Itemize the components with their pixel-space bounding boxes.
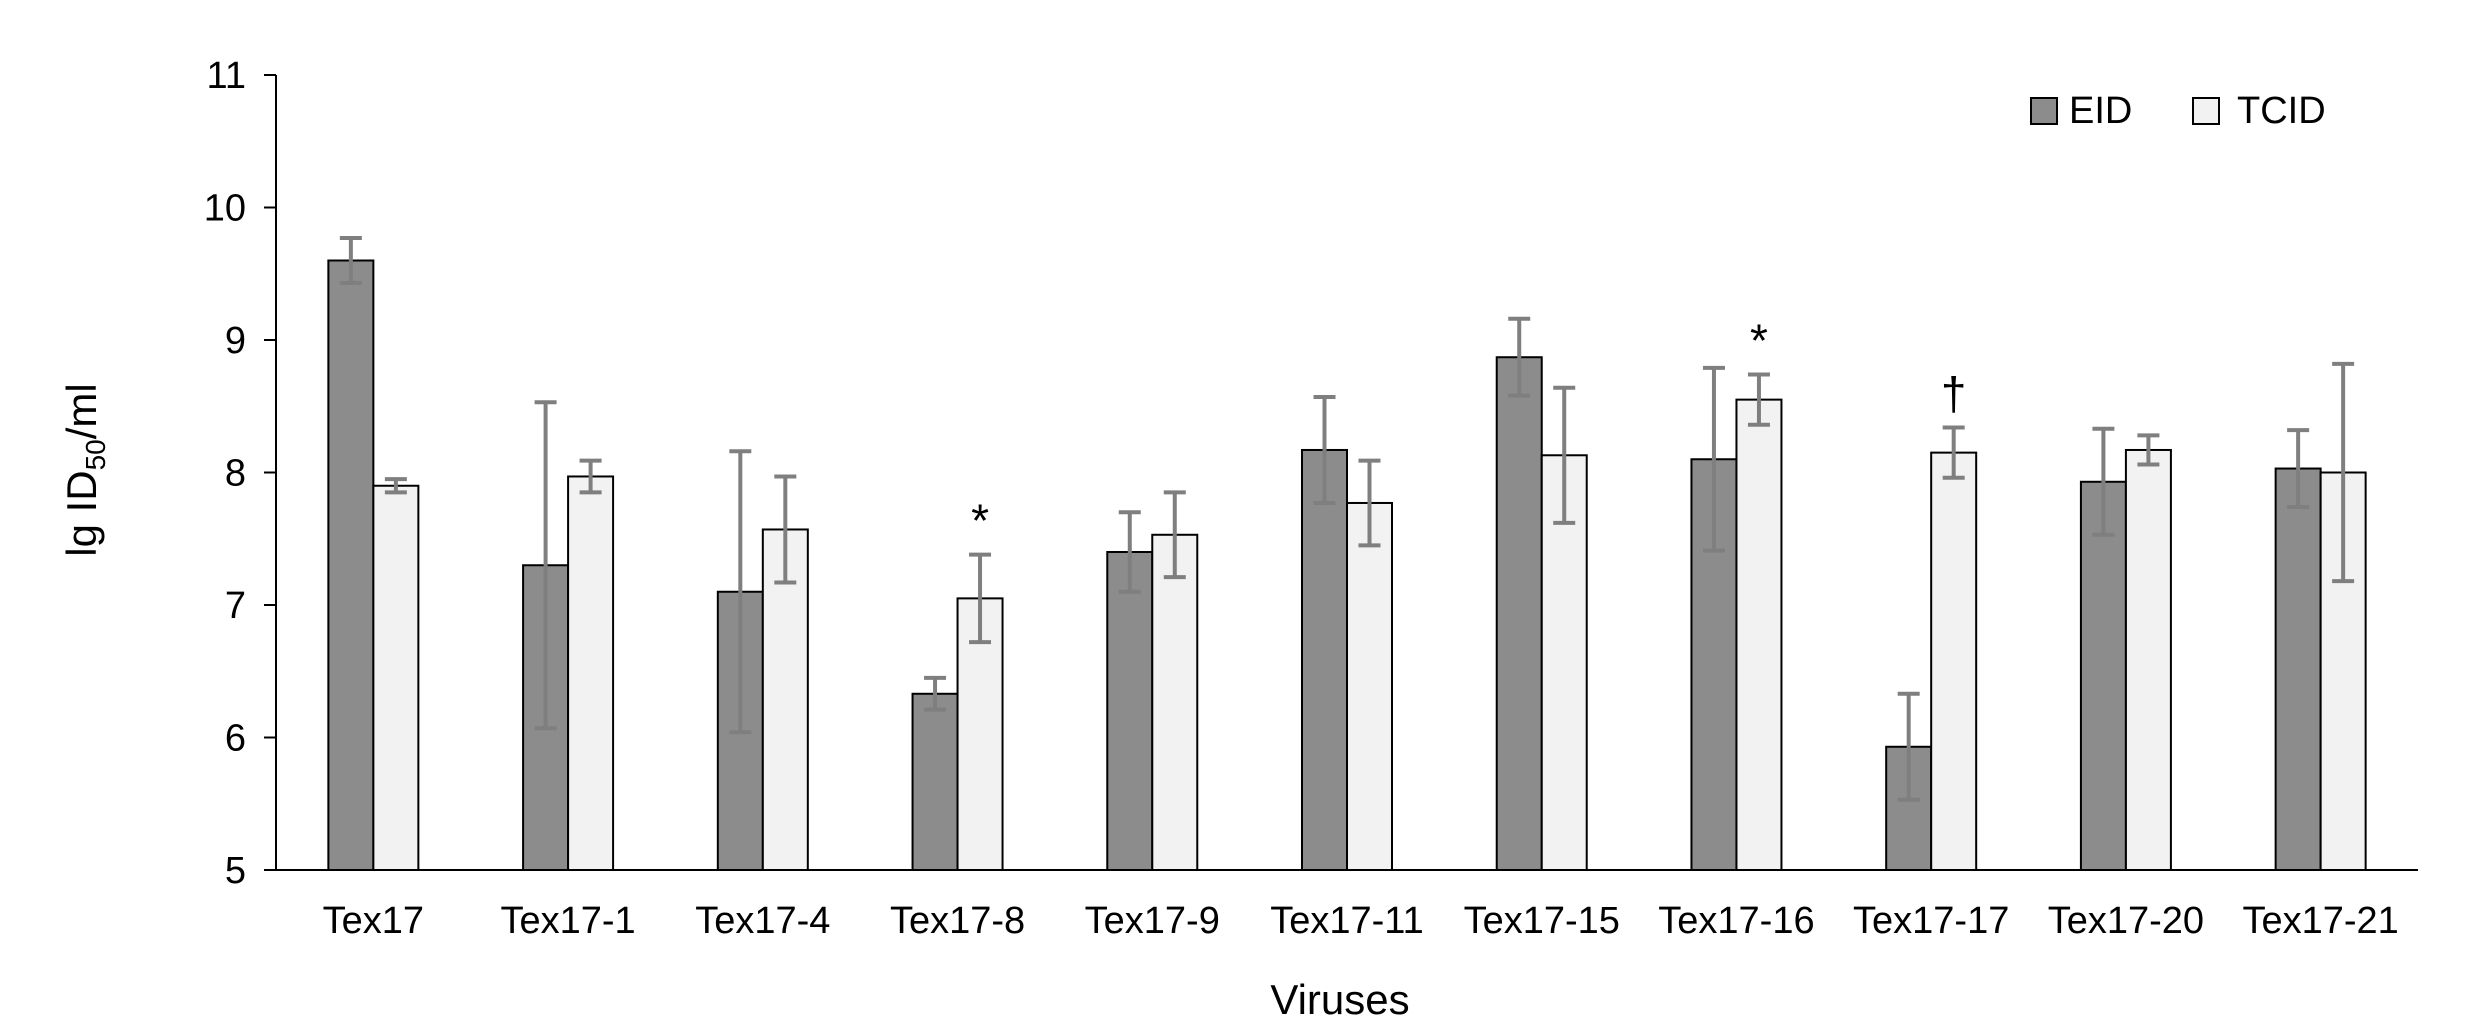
y-tick-label: 11 xyxy=(207,55,246,97)
y-tick-label: 8 xyxy=(225,453,246,495)
bar-tcid-tex17-20 xyxy=(2124,448,2172,871)
bar-tcid-tex17-1 xyxy=(567,475,615,871)
x-tick-label-tex17-8: Tex17-8 xyxy=(890,900,1025,942)
bar-tcid-tex17-11 xyxy=(1346,501,1393,871)
y-axis-title-prefix: lg ID xyxy=(58,470,105,556)
bar-eid-tex17-11 xyxy=(1301,448,1348,871)
x-tick-label-tex17-4: Tex17-4 xyxy=(695,900,830,942)
y-tick-label: 7 xyxy=(225,585,246,627)
x-axis-title: Viruses xyxy=(1270,976,1409,1023)
y-tick-label: 6 xyxy=(225,718,246,760)
bar-tcid-tex17-17 xyxy=(1930,451,1978,871)
legend-label-tcid: TCID xyxy=(2237,90,2326,132)
x-tick-label-tex17-1: Tex17-1 xyxy=(500,900,635,942)
x-tick-label-tex17-15: Tex17-15 xyxy=(1464,900,1620,942)
legend-label-eid: EID xyxy=(2069,90,2132,132)
bar-tcid-tex17-16 xyxy=(1735,398,1783,871)
annotations: * * † xyxy=(971,314,1966,546)
x-tick-label-tex17-20: Tex17-20 xyxy=(2048,900,2204,942)
significance-marker-tex17-17: † xyxy=(1941,367,1967,419)
bar-tcid-tex17-21 xyxy=(2319,471,2367,871)
bar-tcid-tex17 xyxy=(372,484,420,871)
bar-eid-tex17-21 xyxy=(2274,467,2322,871)
bar-eid-tex17 xyxy=(327,259,375,871)
y-tick-label: 10 xyxy=(204,188,246,230)
x-tick-label-tex17-17: Tex17-17 xyxy=(1853,900,2009,942)
bar-tcid-tex17-9 xyxy=(1151,533,1199,872)
x-tick-label-tex17-21: Tex17-21 xyxy=(2242,900,2398,942)
legend-swatch-eid xyxy=(2030,97,2058,125)
bar-eid-tex17-8 xyxy=(911,692,959,872)
x-tick-label-tex17-16: Tex17-16 xyxy=(1658,900,1814,942)
legend: EID TCID xyxy=(2030,90,2326,132)
y-axis-title-subscript: 50 xyxy=(80,439,111,470)
bar-eid-tex17-15 xyxy=(1495,356,1543,872)
y-tick-label: 5 xyxy=(225,850,246,892)
x-tick-label-tex17-9: Tex17-9 xyxy=(1085,900,1220,942)
axes xyxy=(275,75,2418,871)
y-axis-ticks: 5 6 7 8 9 10 11 xyxy=(204,55,276,892)
bar-eid-tex17-20 xyxy=(2079,480,2127,871)
bar-eid-tex17-9 xyxy=(1106,551,1154,871)
significance-marker-tex17-16: * xyxy=(1750,314,1768,366)
bars xyxy=(327,259,2367,872)
significance-marker-tex17-8: * xyxy=(971,495,989,547)
x-axis-tick-labels: Tex17 Tex17-1 Tex17-4 Tex17-8 Tex17-9 Tex17-1… xyxy=(323,900,2399,942)
x-tick-label-tex17: Tex17 xyxy=(323,900,424,942)
y-axis-title: lg ID50/ml xyxy=(58,383,111,557)
bar-tcid-tex17-4 xyxy=(761,528,809,871)
legend-swatch-tcid xyxy=(2192,97,2220,125)
error-bars xyxy=(339,235,2355,802)
y-axis-title-suffix: /ml xyxy=(58,383,105,439)
x-tick-label-tex17-11: Tex17-11 xyxy=(1270,900,1424,942)
y-tick-label: 9 xyxy=(225,320,246,362)
